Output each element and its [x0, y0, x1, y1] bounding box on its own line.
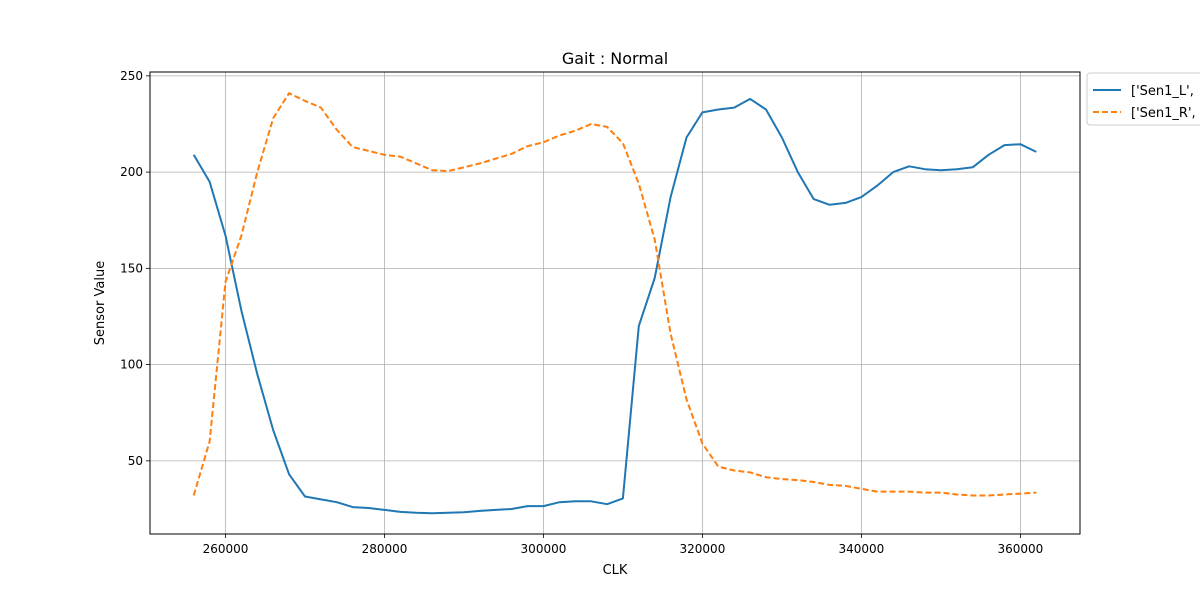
y-tick-label: 200	[120, 165, 143, 179]
x-tick-label: 260000	[203, 542, 249, 556]
plot-frame	[149, 71, 1081, 535]
x-tick-label: 340000	[839, 542, 885, 556]
series-group	[192, 92, 1037, 515]
x-tick-label: 300000	[521, 542, 567, 556]
x-tick-label: 360000	[997, 542, 1043, 556]
grid	[150, 72, 1080, 534]
chart-title: Gait : Normal	[562, 49, 668, 68]
series-line-sen1-l	[192, 97, 1037, 515]
x-tick-label: 320000	[680, 542, 726, 556]
legend: ['Sen1_L', ['Sen1_R',	[1086, 72, 1200, 126]
legend-label-sen1-l: ['Sen1_L',	[1131, 84, 1194, 99]
y-tick-label: 50	[128, 454, 143, 468]
x-axis-label: CLK	[603, 563, 628, 578]
y-tick-label: 100	[120, 358, 143, 372]
y-axis-label: Sensor Value	[93, 261, 108, 345]
legend-label-sen1-r: ['Sen1_R',	[1131, 106, 1196, 121]
y-tick-label: 150	[120, 261, 143, 275]
y-tick-label: 250	[120, 69, 143, 83]
x-tick-label: 280000	[362, 542, 408, 556]
axis-ticks: 260000 280000 300000 320000 340000 360000 50 10…	[120, 69, 1043, 556]
